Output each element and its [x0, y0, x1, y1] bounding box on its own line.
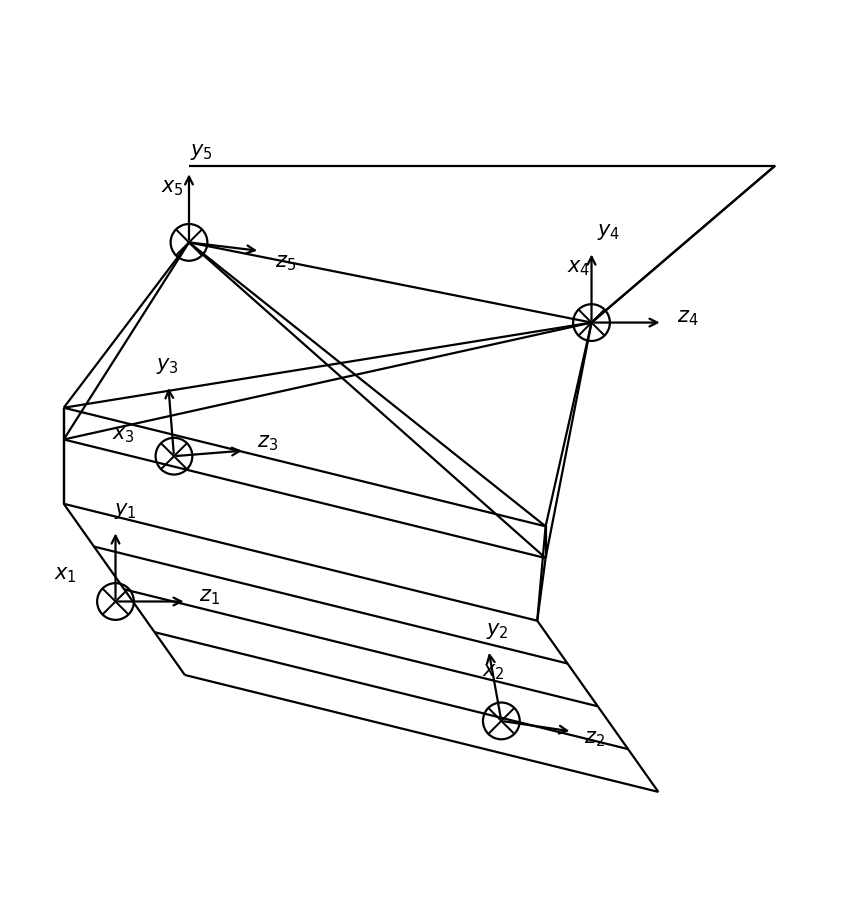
Text: $x_4$: $x_4$: [567, 259, 591, 278]
Text: $z_2$: $z_2$: [584, 729, 605, 749]
Text: $y_3$: $y_3$: [156, 356, 179, 376]
Text: $z_4$: $z_4$: [677, 308, 698, 328]
Text: $y_2$: $y_2$: [486, 620, 509, 641]
Text: $x_1$: $x_1$: [54, 565, 76, 584]
Text: $y_4$: $y_4$: [597, 222, 620, 243]
Text: $x_2$: $x_2$: [481, 663, 504, 682]
Text: $y_1$: $y_1$: [114, 502, 137, 521]
Text: $z_3$: $z_3$: [257, 434, 278, 453]
Text: $x_3$: $x_3$: [112, 425, 135, 445]
Text: $z_1$: $z_1$: [199, 588, 220, 607]
Text: $x_5$: $x_5$: [160, 178, 183, 198]
Text: $z_5$: $z_5$: [274, 254, 295, 273]
Text: $y_5$: $y_5$: [190, 142, 213, 162]
